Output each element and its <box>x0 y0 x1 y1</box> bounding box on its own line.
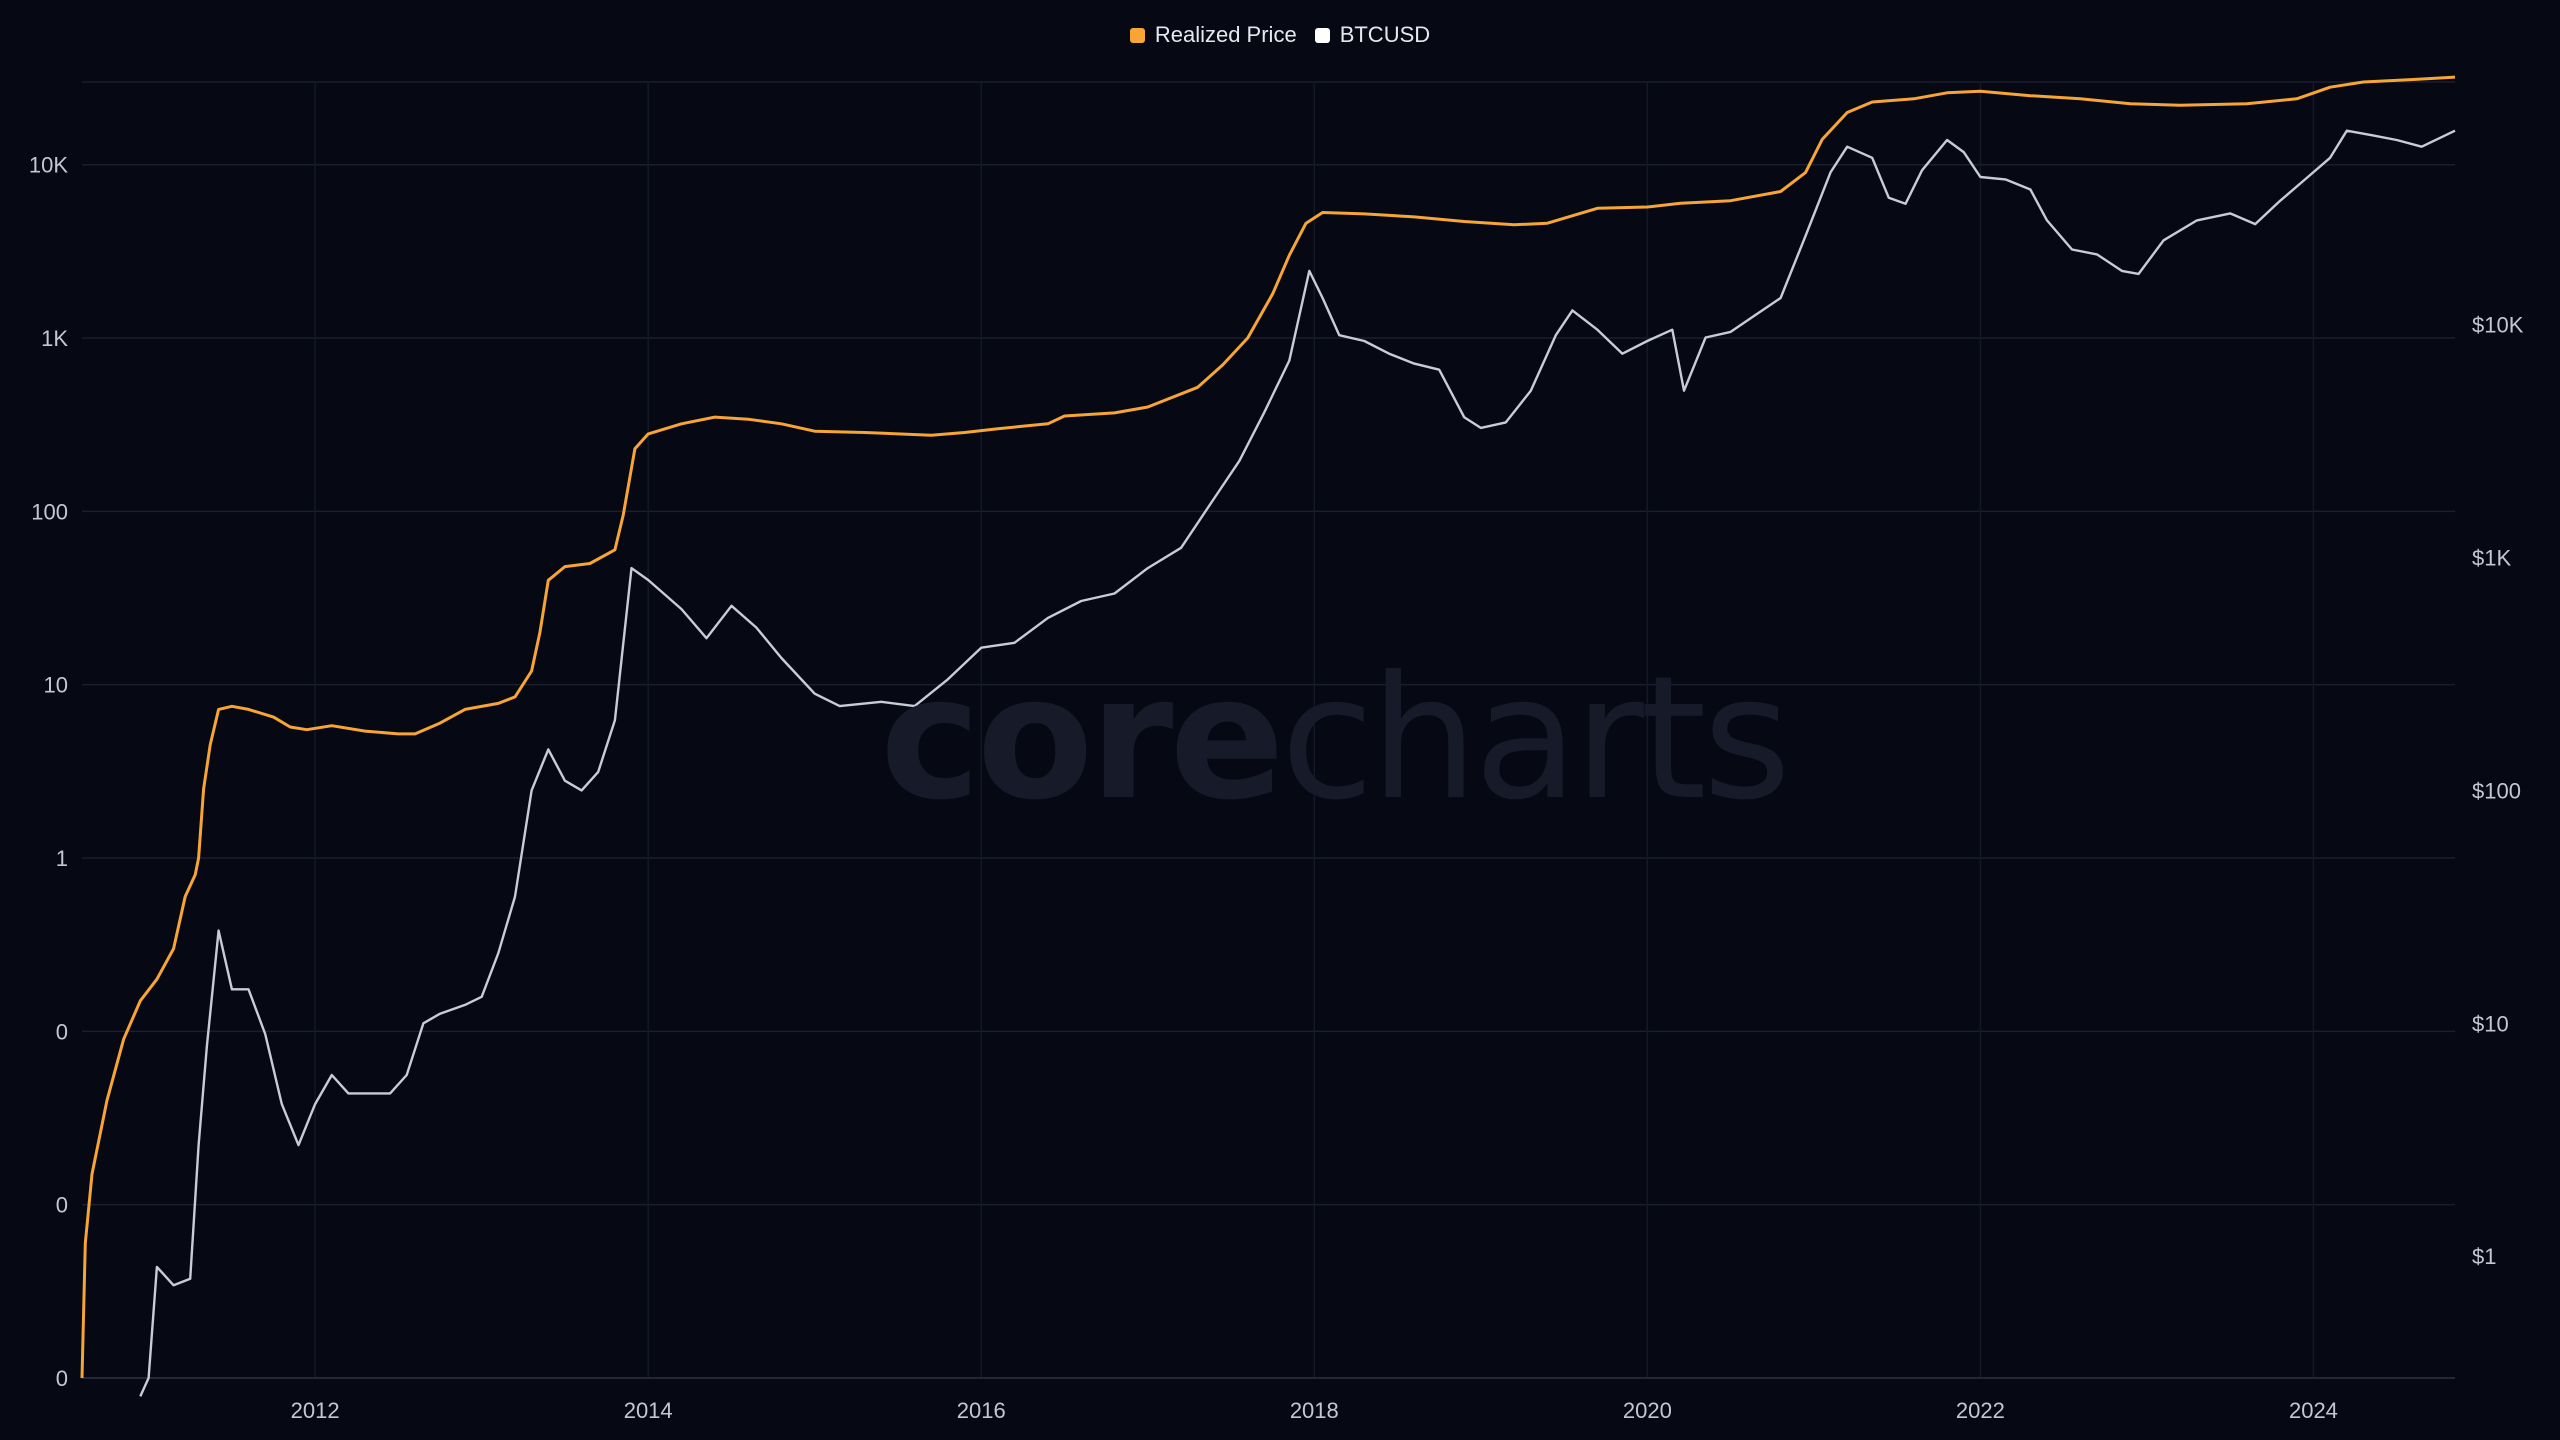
right-tick-label: $10 <box>2472 1011 2509 1036</box>
series-layer <box>80 75 2456 1397</box>
legend: Realized Price BTCUSD <box>0 22 2560 48</box>
left-tick-label: 1 <box>56 846 68 871</box>
x-tick-label: 2018 <box>1290 1398 1339 1423</box>
x-axis: 2012 2014 2016 2018 2020 2022 2024 <box>291 1398 2338 1423</box>
right-tick-label: $1 <box>2472 1244 2496 1269</box>
x-tick-label: 2016 <box>957 1398 1006 1423</box>
grid <box>82 81 2455 1379</box>
left-tick-label: 10 <box>44 673 68 698</box>
right-axis: $1 $10 $100 $1K $10K <box>2472 313 2524 1270</box>
legend-swatch-btcusd <box>1314 27 1330 43</box>
x-tick-label: 2020 <box>1623 1398 1672 1423</box>
right-tick-label: $1K <box>2472 545 2511 570</box>
legend-label-realized-price: Realized Price <box>1154 22 1297 47</box>
x-tick-label: 2024 <box>2289 1398 2338 1423</box>
left-tick-label: 0 <box>56 1193 68 1218</box>
left-tick-label: 100 <box>31 499 68 524</box>
x-tick-label: 2014 <box>624 1398 673 1423</box>
series-line-btcusd <box>139 129 2456 1397</box>
left-tick-label: 1K <box>41 326 68 351</box>
legend-item-btcusd[interactable]: BTCUSD <box>1314 22 1431 48</box>
right-tick-label: $100 <box>2472 778 2521 803</box>
legend-label-btcusd: BTCUSD <box>1339 22 1431 47</box>
x-tick-label: 2012 <box>291 1398 340 1423</box>
right-tick-label: $10K <box>2472 313 2524 338</box>
watermark: corecharts <box>880 640 1791 838</box>
legend-item-realized-price[interactable]: Realized Price <box>1129 22 1297 48</box>
left-tick-label: 10K <box>29 153 68 178</box>
left-tick-label: 0 <box>56 1019 68 1044</box>
series-line-realized-price <box>80 75 2456 1379</box>
x-tick-label: 2022 <box>1956 1398 2005 1423</box>
left-tick-label: 0 <box>56 1366 68 1391</box>
legend-swatch-realized-price <box>1129 27 1145 43</box>
left-axis: 0 0 0 1 10 100 1K 10K <box>29 153 68 1391</box>
